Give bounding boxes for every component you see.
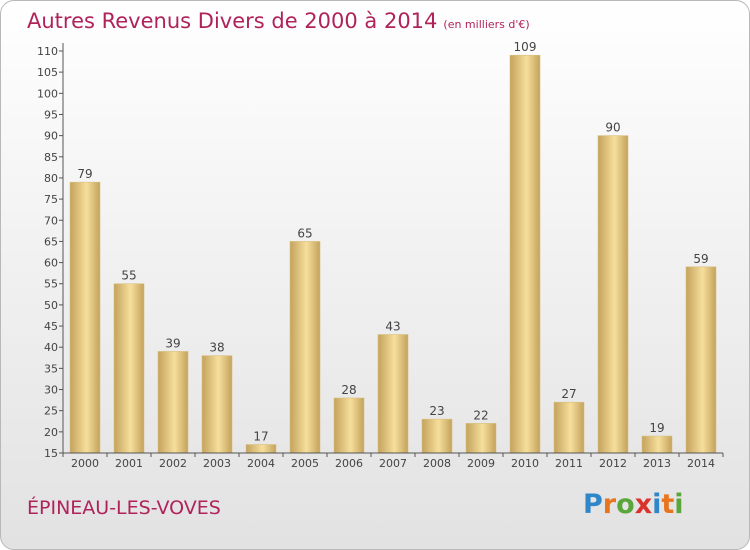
value-label: 79 xyxy=(77,167,92,181)
value-label: 65 xyxy=(297,226,312,240)
value-label: 109 xyxy=(514,40,537,54)
unit-note: (en milliers d'€) xyxy=(443,18,530,31)
y-tick-label: 95 xyxy=(44,108,58,121)
bar-2005 xyxy=(289,241,321,454)
value-label: 39 xyxy=(165,336,180,350)
y-tick-label: 100 xyxy=(37,87,58,100)
location-name: ÉPINEAU-LES-VOVES xyxy=(27,497,221,519)
value-label: 90 xyxy=(605,121,620,135)
bars-group: 79 55 39 38 17 65 28 43 23 22 109 27 90 19 59 xyxy=(69,40,717,454)
y-tick-label: 40 xyxy=(44,341,58,354)
x-tick-label: 2006 xyxy=(335,457,363,470)
value-label: 59 xyxy=(693,252,708,266)
x-tick-label: 2014 xyxy=(687,457,715,470)
bar-2000 xyxy=(69,181,101,454)
bar-2014 xyxy=(685,266,717,454)
bar-2012 xyxy=(597,135,629,454)
y-tick-label: 55 xyxy=(44,278,58,291)
logo-letter: r xyxy=(602,489,617,520)
x-tick-label: 2009 xyxy=(467,457,495,470)
y-tick-label: 30 xyxy=(44,384,58,397)
y-tick-label: 25 xyxy=(44,405,58,418)
value-label: 28 xyxy=(341,383,356,397)
proxiti-logo[interactable]: Proxiti xyxy=(583,489,684,520)
y-tick-label: 20 xyxy=(44,426,58,439)
bar-2011 xyxy=(553,401,585,454)
y-tick-label: 45 xyxy=(44,320,58,333)
bar-2009 xyxy=(465,423,497,454)
y-tick-label: 80 xyxy=(44,172,58,185)
bar-2003 xyxy=(201,355,233,454)
value-label: 23 xyxy=(429,404,444,418)
chart-title-text: Autres Revenus Divers de 2000 à 2014 xyxy=(27,9,438,33)
value-label: 38 xyxy=(209,341,224,355)
bar-2007 xyxy=(377,334,409,454)
x-tick-label: 2011 xyxy=(555,457,583,470)
y-tick-label: 15 xyxy=(44,447,58,460)
y-tick-label: 90 xyxy=(44,130,58,143)
logo-letter: x xyxy=(634,489,653,520)
y-tick-label: 75 xyxy=(44,193,58,206)
y-tick-label: 110 xyxy=(37,45,58,58)
y-tick-label: 70 xyxy=(44,214,58,227)
axes-group: 15 20 25 30 35 40 45 50 55 60 65 70 75 80 85 90 95 100 105… xyxy=(37,43,724,470)
y-tick-label: 65 xyxy=(44,235,58,248)
bar-2006 xyxy=(333,397,365,454)
y-tick-label: 60 xyxy=(44,257,58,270)
x-tick-label: 2010 xyxy=(511,457,539,470)
x-tick-label: 2002 xyxy=(159,457,187,470)
y-tick-label: 50 xyxy=(44,299,58,312)
x-tick-label: 2003 xyxy=(203,457,231,470)
x-tick-label: 2007 xyxy=(379,457,407,470)
logo-letter: o xyxy=(616,489,635,520)
logo-letter: P xyxy=(583,489,603,520)
x-tick-label: 2001 xyxy=(115,457,143,470)
logo-letter: i xyxy=(652,489,662,520)
x-tick-label: 2012 xyxy=(599,457,627,470)
y-tick-label: 105 xyxy=(37,66,58,79)
y-tick-label: 85 xyxy=(44,151,58,164)
value-label: 22 xyxy=(473,408,488,422)
bar-2002 xyxy=(157,351,189,454)
chart-title: Autres Revenus Divers de 2000 à 2014 (en … xyxy=(27,9,530,33)
x-tick-label: 2000 xyxy=(71,457,99,470)
bar-2001 xyxy=(113,283,145,454)
y-tick-label: 35 xyxy=(44,362,58,375)
x-tick-label: 2005 xyxy=(291,457,319,470)
logo-letter: t xyxy=(661,489,675,520)
value-label: 17 xyxy=(253,430,268,444)
x-tick-label: 2013 xyxy=(643,457,671,470)
bar-2013 xyxy=(641,435,673,454)
logo-letter: i xyxy=(674,489,684,520)
bar-2010 xyxy=(509,54,541,454)
bar-2004 xyxy=(245,444,277,454)
value-label: 27 xyxy=(561,387,576,401)
x-tick-label: 2008 xyxy=(423,457,451,470)
value-label: 55 xyxy=(121,269,136,283)
value-label: 19 xyxy=(649,421,664,435)
bar-2008 xyxy=(421,418,453,454)
value-label: 43 xyxy=(385,320,400,334)
x-tick-label: 2004 xyxy=(247,457,275,470)
